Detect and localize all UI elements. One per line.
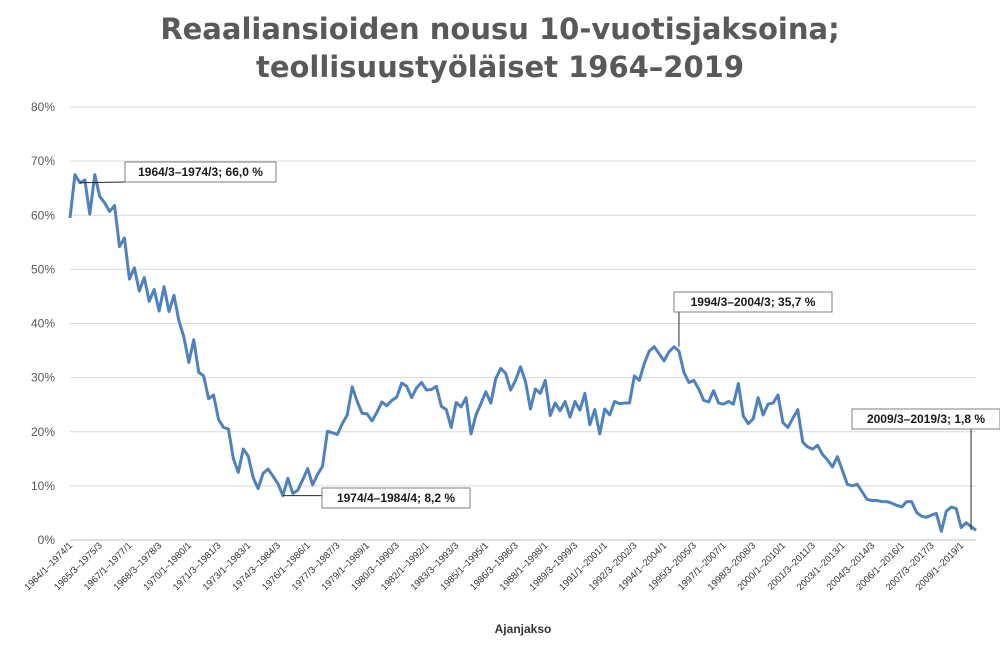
chart-title-line-2: teollisuustyöläiset 1964–2019 bbox=[255, 50, 745, 84]
chart-title-line-1: Reaaliansioiden nousu 10-vuotisjaksoina; bbox=[160, 12, 840, 46]
y-tick-label: 50% bbox=[31, 262, 55, 276]
annotation-box bbox=[124, 161, 277, 183]
annotation-box bbox=[851, 408, 1000, 430]
annotation-box bbox=[321, 487, 471, 509]
chart-title: Reaaliansioiden nousu 10-vuotisjaksoina;… bbox=[0, 10, 1000, 86]
y-axis-tick-labels: 0% 10% 20% 30% 40% 50% 60% 70% 80% bbox=[31, 100, 55, 547]
y-tick-label: 20% bbox=[31, 425, 55, 439]
annotation-label: 1994/3–2004/3; 35,7 % bbox=[691, 295, 816, 309]
y-tick-label: 80% bbox=[31, 100, 55, 114]
x-axis-title: Ajanjakso bbox=[495, 622, 552, 636]
y-tick-label: 10% bbox=[31, 479, 55, 493]
annotation-label: 1974/4–1984/4; 8,2 % bbox=[337, 491, 455, 505]
y-tick-label: 70% bbox=[31, 154, 55, 168]
annotation-label: 1964/3–1974/3; 66,0 % bbox=[138, 165, 263, 179]
annotation-leader bbox=[79, 181, 126, 184]
annotation-box bbox=[673, 291, 833, 313]
y-tick-label: 40% bbox=[31, 317, 55, 331]
annotations: 1964/3–1974/3; 66,0 % 1974/4–1984/4; 8,2 … bbox=[79, 161, 1000, 531]
series-line bbox=[68, 173, 977, 533]
y-tick-label: 60% bbox=[31, 208, 55, 222]
annotation-label: 2009/3–2019/3; 1,8 % bbox=[867, 412, 985, 426]
x-axis-tick-labels: 1964/1–1974/11965/3–1975/31967/1–1977/11… bbox=[23, 540, 967, 593]
y-tick-label: 30% bbox=[31, 371, 55, 385]
y-tick-label: 0% bbox=[38, 533, 56, 547]
